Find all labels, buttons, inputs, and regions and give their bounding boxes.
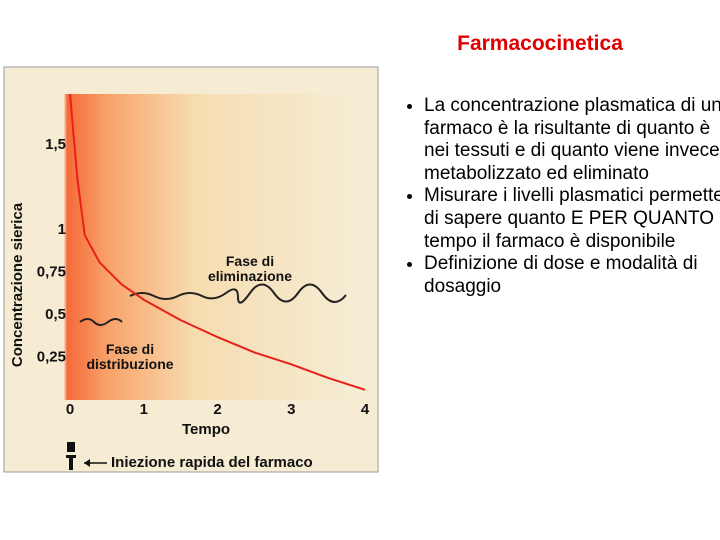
syringe-icon: [67, 442, 75, 452]
annotation: Fase di eliminazione: [207, 253, 293, 284]
y-tick-label: 1,5: [45, 136, 66, 153]
x-tick-label: 3: [287, 401, 295, 418]
wave-mark: [129, 283, 347, 304]
plot-background: [5, 94, 350, 400]
annotation: Fase di distribuzione: [86, 341, 174, 372]
bullet: La concentrazione plasmatica di un farma…: [424, 95, 720, 185]
bullet: Misurare i livelli plasmatici permette d…: [424, 185, 720, 253]
line: [69, 93, 366, 391]
y-tick-label: 0,25: [37, 348, 66, 365]
x-tick-label: 2: [213, 401, 221, 418]
syringe-icon: [69, 458, 73, 470]
y-axis-label: Concentrazione sierica: [9, 202, 26, 367]
y-tick-label: 0,75: [37, 263, 66, 280]
x-tick-label: 1: [140, 401, 148, 418]
bullet-list: La concentrazione plasmatica di un farma…: [393, 95, 720, 298]
wave-mark: [79, 318, 123, 326]
x-tick-label: 0: [66, 401, 74, 418]
x-tick-label: 4: [361, 401, 370, 418]
y-tick-label: 0,5: [45, 306, 66, 323]
syringe-icon: [66, 455, 76, 458]
x-axis-label: Tempo: [182, 421, 230, 438]
arrow-head: [84, 459, 90, 467]
slide-title: Farmacocinetica: [457, 32, 623, 55]
y-tick-label: 1: [58, 221, 66, 238]
annotation: Iniezione rapida del farmaco: [111, 454, 313, 471]
chart: Concentrazione sierica Tempo Iniezione r…: [3, 66, 379, 473]
bullet: Definizione di dose e modalità di dosagg…: [424, 253, 720, 298]
